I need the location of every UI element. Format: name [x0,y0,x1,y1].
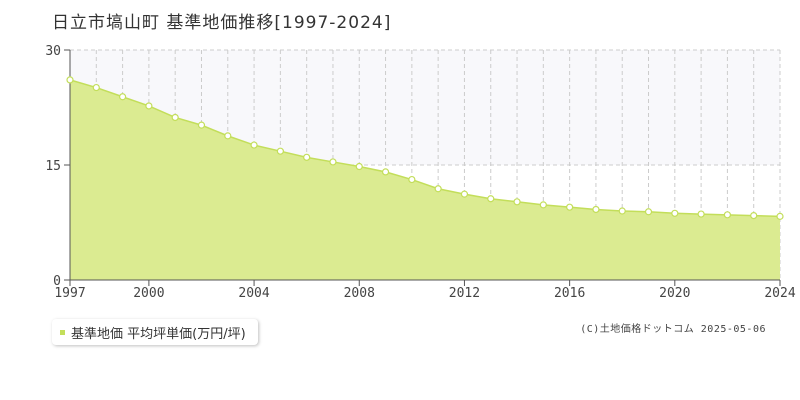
data-point [329,158,337,166]
x-tick-label: 2016 [554,286,585,301]
data-point [408,175,416,184]
data-point [723,211,732,219]
data-point [539,201,547,209]
data-point [671,209,679,217]
data-point [776,212,784,220]
data-point [697,210,705,218]
data-point [618,207,626,215]
data-point [303,153,311,161]
credit-text: (C)土地価格ドットコム 2025-05-06 [580,324,766,335]
x-tick-label: 2008 [344,286,375,301]
series-line [69,79,781,218]
x-tick-label: 2024 [764,286,795,301]
data-point [592,205,600,214]
data-point [276,147,284,155]
data-point [171,113,179,122]
data-point [145,102,153,110]
y-tick-label: 30 [45,44,61,59]
data-point [381,168,390,176]
x-tick-label: 2004 [238,286,269,301]
x-tick-label: 2020 [659,286,690,301]
data-point [224,132,232,140]
data-point [750,212,758,220]
chart-title: 日立市塙山町 基準地価推移[1997-2024] [52,13,392,33]
data-point [92,83,100,92]
legend-label: 基準地価 平均坪単価(万円/坪) [71,326,246,342]
x-tick-label: 2000 [133,286,164,301]
series-area [70,79,780,281]
y-tick-label: 0 [53,274,61,289]
data-point [460,190,469,198]
data-point [513,198,521,206]
data-point [487,195,495,203]
data-point [118,93,127,101]
data-point [644,208,653,216]
legend-swatch [60,329,65,335]
data-point [66,76,74,84]
x-tick-label: 2012 [449,286,480,301]
y-tick-label: 15 [45,159,61,174]
data-point [434,185,442,193]
legend: 基準地価 平均坪単価(万円/坪) [52,319,258,345]
data-point [355,162,363,171]
data-point [250,141,258,149]
data-point [197,121,206,129]
data-point [566,203,574,211]
x-tick-label: 1997 [54,286,85,301]
